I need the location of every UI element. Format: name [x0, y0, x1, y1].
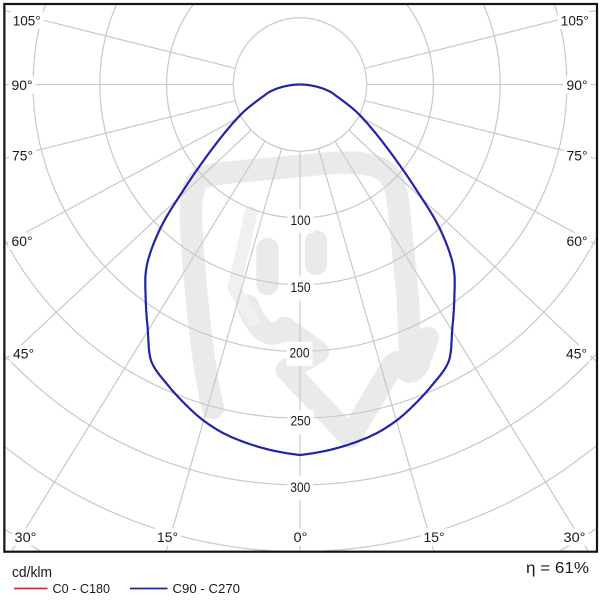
svg-text:30°: 30°: [564, 529, 586, 545]
svg-text:cd/klm: cd/klm: [12, 564, 52, 581]
svg-text:105°: 105°: [13, 13, 41, 29]
svg-text:200: 200: [290, 345, 310, 361]
svg-text:45°: 45°: [13, 346, 34, 362]
svg-text:η = 61%: η = 61%: [526, 560, 589, 577]
svg-text:60°: 60°: [567, 233, 588, 249]
svg-text:75°: 75°: [567, 148, 588, 164]
svg-text:0°: 0°: [294, 529, 308, 545]
svg-text:C0 - C180: C0 - C180: [53, 581, 111, 596]
svg-text:300: 300: [290, 479, 310, 495]
svg-text:75°: 75°: [12, 148, 33, 164]
svg-text:250: 250: [291, 413, 311, 429]
svg-text:60°: 60°: [12, 233, 33, 249]
svg-text:30°: 30°: [15, 529, 37, 545]
svg-text:C90 - C270: C90 - C270: [173, 581, 241, 596]
svg-text:150: 150: [291, 279, 311, 295]
svg-text:105°: 105°: [561, 13, 589, 29]
svg-text:15°: 15°: [157, 529, 178, 545]
svg-text:90°: 90°: [12, 77, 33, 93]
svg-text:90°: 90°: [567, 77, 588, 93]
svg-text:15°: 15°: [424, 529, 445, 545]
svg-text:100: 100: [291, 212, 311, 228]
svg-text:45°: 45°: [566, 346, 587, 362]
